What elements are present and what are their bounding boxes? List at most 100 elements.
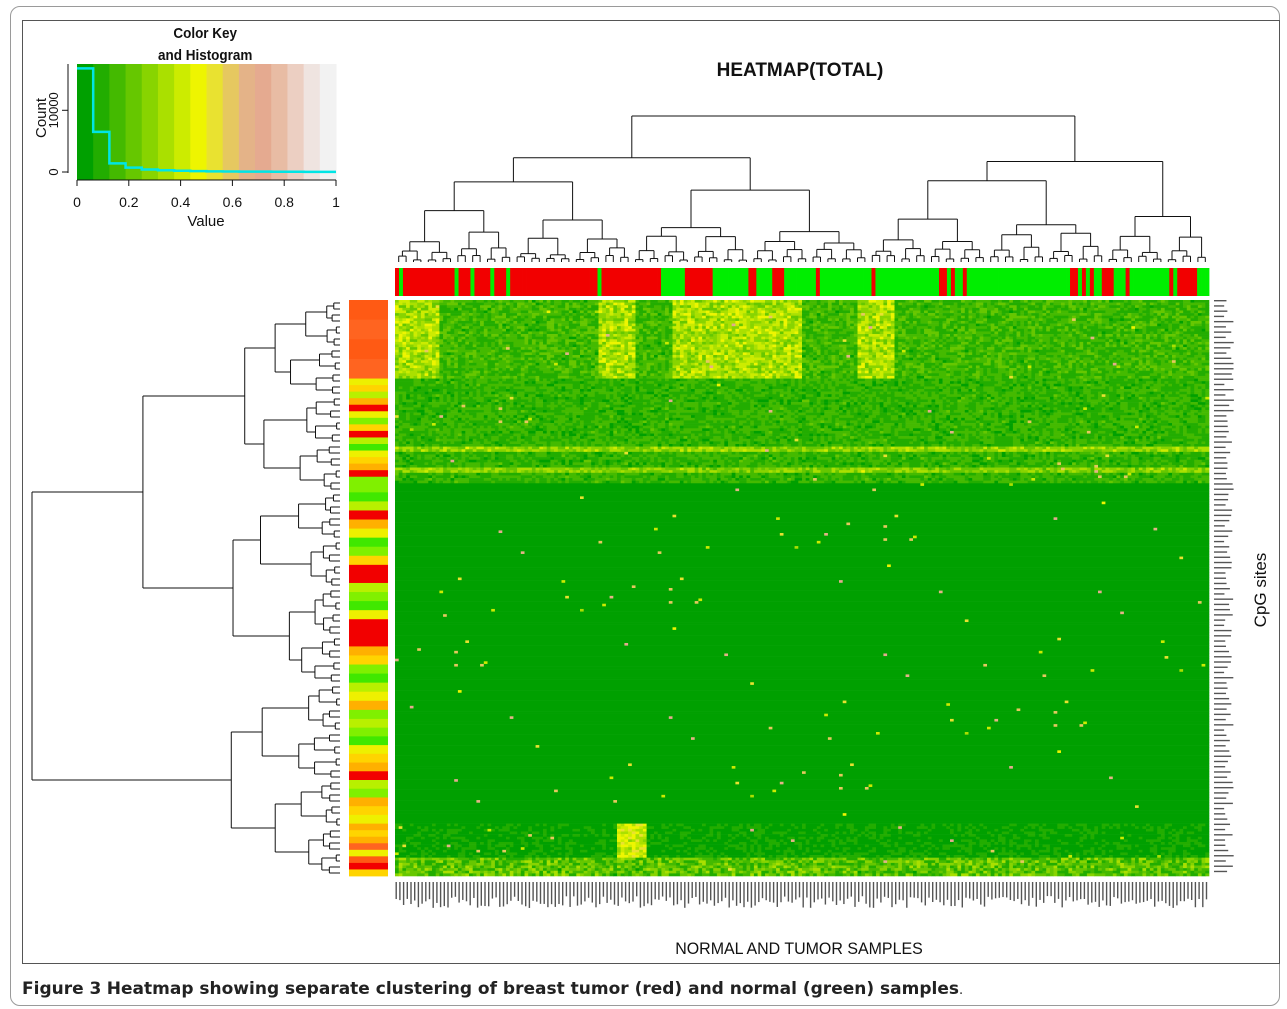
heatmap-cell bbox=[772, 326, 777, 330]
heatmap-cell bbox=[1194, 339, 1202, 343]
heatmap-cell bbox=[802, 341, 806, 345]
heatmap-cell bbox=[417, 331, 422, 335]
heatmap-cell bbox=[687, 360, 695, 364]
heatmap-cell bbox=[517, 313, 522, 317]
heatmap-cell bbox=[450, 313, 462, 317]
heatmap-cell bbox=[802, 313, 810, 317]
heatmap-cell bbox=[846, 336, 858, 340]
heatmap-cell bbox=[1201, 328, 1206, 332]
heatmap-cell bbox=[864, 334, 869, 337]
heatmap-cell bbox=[809, 323, 814, 327]
heatmap-cell bbox=[705, 323, 714, 327]
heatmap-cell bbox=[609, 328, 614, 332]
heatmap-cell bbox=[783, 302, 792, 306]
heatmap-cell bbox=[509, 320, 514, 324]
heatmap-cell bbox=[742, 339, 747, 343]
heatmap-cell bbox=[1183, 344, 1188, 348]
heatmap-cell bbox=[1061, 357, 1065, 361]
heatmap-cell bbox=[938, 339, 943, 343]
heatmap-cell bbox=[535, 349, 540, 353]
heatmap-cell bbox=[975, 305, 980, 309]
heatmap-cell bbox=[1146, 307, 1151, 311]
heatmap-cell bbox=[879, 360, 884, 364]
heatmap-cell bbox=[465, 347, 477, 351]
heatmap-cell bbox=[646, 305, 655, 309]
heatmap-cell bbox=[639, 331, 647, 335]
heatmap-cell bbox=[735, 331, 740, 335]
sample-group-cell bbox=[1185, 268, 1190, 296]
heatmap-cell bbox=[617, 326, 621, 330]
row-dendrogram bbox=[31, 302, 340, 874]
heatmap-cell bbox=[454, 344, 459, 348]
heatmap-cell bbox=[561, 339, 566, 343]
heatmap-cell bbox=[709, 352, 714, 356]
heatmap-cell bbox=[395, 307, 399, 311]
sample-group-cell bbox=[938, 268, 944, 296]
sample-group-cell bbox=[653, 268, 658, 296]
heatmap-cell bbox=[946, 339, 954, 343]
heatmap-cell bbox=[568, 360, 577, 364]
heatmap-cell bbox=[950, 328, 954, 332]
sample-group-cell bbox=[585, 268, 590, 296]
heatmap-cell bbox=[964, 315, 969, 319]
cpg-group-cell bbox=[349, 830, 388, 838]
heatmap-cell bbox=[465, 331, 470, 335]
heatmap-cell bbox=[594, 362, 599, 366]
heatmap-cell bbox=[443, 328, 451, 332]
heatmap-cell bbox=[561, 347, 566, 351]
heatmap-cell bbox=[813, 357, 818, 361]
heatmap-cell bbox=[572, 300, 581, 303]
heatmap-cell bbox=[679, 341, 688, 345]
heatmap-cell bbox=[1046, 318, 1054, 322]
sample-group-cell bbox=[665, 268, 670, 296]
heatmap-cell bbox=[665, 349, 670, 353]
heatmap-cell bbox=[535, 315, 544, 319]
sample-group-cell bbox=[867, 268, 872, 296]
heatmap-cell bbox=[1164, 331, 1169, 335]
heatmap-cell bbox=[913, 362, 917, 366]
heatmap-cell bbox=[1072, 365, 1077, 369]
heatmap-cell bbox=[557, 347, 562, 351]
sample-group-cell bbox=[1018, 268, 1023, 296]
heatmap-cell bbox=[1138, 362, 1143, 366]
heatmap-cell bbox=[413, 368, 425, 371]
heatmap-cell bbox=[868, 360, 873, 364]
heatmap-cell bbox=[1012, 344, 1021, 348]
heatmap-cell bbox=[942, 334, 947, 337]
heatmap-cell bbox=[676, 365, 681, 369]
sample-group-cell bbox=[827, 268, 833, 296]
heatmap-cell bbox=[802, 360, 810, 364]
heatmap-cell bbox=[535, 362, 540, 366]
heatmap-cell bbox=[972, 365, 977, 369]
heatmap-cell bbox=[957, 354, 962, 358]
heatmap-cell bbox=[506, 368, 510, 371]
heatmap-cell bbox=[887, 334, 892, 337]
heatmap-cell bbox=[809, 352, 814, 356]
heatmap-cell bbox=[565, 315, 570, 319]
heatmap-cell bbox=[839, 339, 843, 343]
heatmap-cell bbox=[635, 336, 640, 340]
heatmap-cell bbox=[850, 341, 855, 345]
heatmap-cell bbox=[894, 300, 906, 303]
heatmap-cell bbox=[868, 336, 873, 340]
heatmap-cell bbox=[694, 352, 699, 356]
heatmap-cell bbox=[561, 360, 566, 364]
heatmap-cell bbox=[1138, 313, 1143, 317]
heatmap-cell bbox=[543, 334, 547, 337]
heatmap-cell bbox=[802, 349, 806, 353]
heatmap-cell bbox=[1153, 360, 1162, 364]
heatmap-cell bbox=[665, 318, 670, 322]
heatmap-cell bbox=[765, 354, 769, 358]
sample-group-cell bbox=[835, 268, 841, 296]
cpg-group-cell bbox=[349, 437, 388, 445]
heatmap-cell bbox=[424, 336, 429, 340]
heatmap-cell bbox=[520, 354, 525, 358]
heatmap-cell bbox=[398, 323, 403, 327]
heatmap-cell bbox=[846, 302, 851, 306]
heatmap-cell bbox=[1053, 315, 1069, 319]
heatmap-cell bbox=[1005, 318, 1014, 322]
heatmap-cell bbox=[1179, 357, 1184, 361]
heatmap-cell bbox=[813, 320, 818, 324]
heatmap-cell bbox=[1160, 318, 1165, 322]
heatmap-cell bbox=[1012, 336, 1017, 340]
